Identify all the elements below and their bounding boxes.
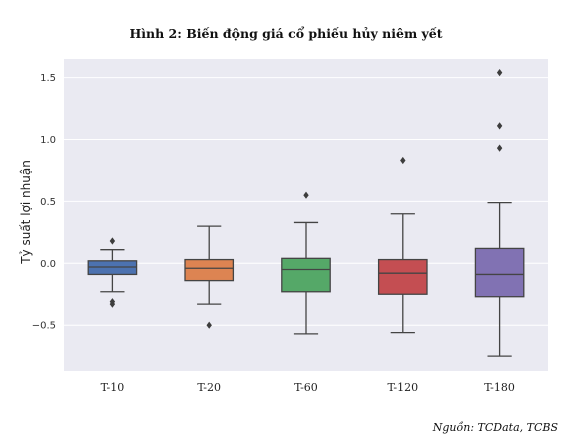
- box-t-20: [184, 225, 235, 329]
- box-iqr: [474, 247, 525, 298]
- box-t-60: [281, 191, 331, 335]
- y-tick-label: 0.0: [40, 259, 56, 270]
- chart-title: Hình 2: Biến động giá cổ phiếu hủy niêm …: [129, 26, 443, 41]
- x-tick-label: T-60: [294, 381, 318, 394]
- x-tick-label: T-180: [484, 381, 515, 394]
- box-t-120: [377, 156, 428, 334]
- boxes: [87, 69, 525, 357]
- x-tick-label: T-10: [101, 381, 125, 394]
- box-iqr: [184, 258, 235, 282]
- box-iqr: [377, 258, 428, 295]
- y-tick-labels: −0.5 0.0 0.5 1.0 1.5: [32, 73, 56, 332]
- box-t-180: [474, 69, 525, 357]
- outlier-point: [303, 191, 309, 199]
- x-tick-label: T-20: [197, 381, 221, 394]
- box-iqr: [281, 257, 331, 293]
- y-axis-label: Tỷ suất lợi nhuận: [19, 160, 33, 265]
- x-tick-labels: T-10 T-20 T-60 T-120 T-180: [101, 381, 515, 394]
- outlier-point: [109, 237, 116, 245]
- y-tick-label: 1.0: [40, 135, 56, 146]
- x-tick-label: T-120: [387, 381, 418, 394]
- outlier-point: [496, 69, 503, 77]
- outlier-point: [206, 321, 212, 329]
- y-tick-label: 0.5: [40, 197, 56, 208]
- y-tick-label: 1.5: [40, 73, 56, 84]
- y-tick-label: −0.5: [32, 321, 56, 332]
- outlier-point: [496, 122, 503, 130]
- source-note: Nguồn: TCData, TCBS: [432, 421, 558, 434]
- outlier-point: [400, 156, 406, 165]
- box-t-10: [87, 237, 138, 308]
- outlier-point: [496, 144, 503, 152]
- outlier-point: [109, 300, 116, 308]
